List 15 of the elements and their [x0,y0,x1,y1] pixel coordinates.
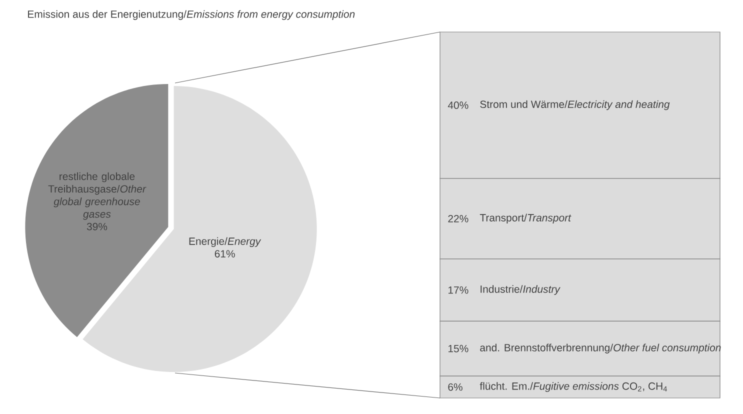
data-label: 6% [448,383,462,391]
slice-label: restliche globale Treibhausgase/Other global greenhouse gases [48,172,146,220]
data-label: 22% [448,214,468,222]
series-label: Strom und Wärme/Electricity and heating [480,100,670,110]
slice-label: Energie/Energy [189,237,262,248]
chart-title: Emission aus der Energienutzung/Emissions from energy consumption [28,10,355,20]
series-label: Transport/Transport [480,214,572,224]
series-label: Industrie/Industry [480,285,560,295]
data-label: 17% [448,286,468,294]
data-label: 39% [86,222,108,230]
data-label: 61% [214,250,235,258]
series-label: and. Brennstoffverbrennung/Other fuel consumption [480,344,721,354]
series-label: flücht. Em./Fugitive emissions CO$_{2}$, CH$_{4}$ [480,382,667,392]
data-label: 15% [448,344,468,352]
data-label: 40% [448,102,468,109]
